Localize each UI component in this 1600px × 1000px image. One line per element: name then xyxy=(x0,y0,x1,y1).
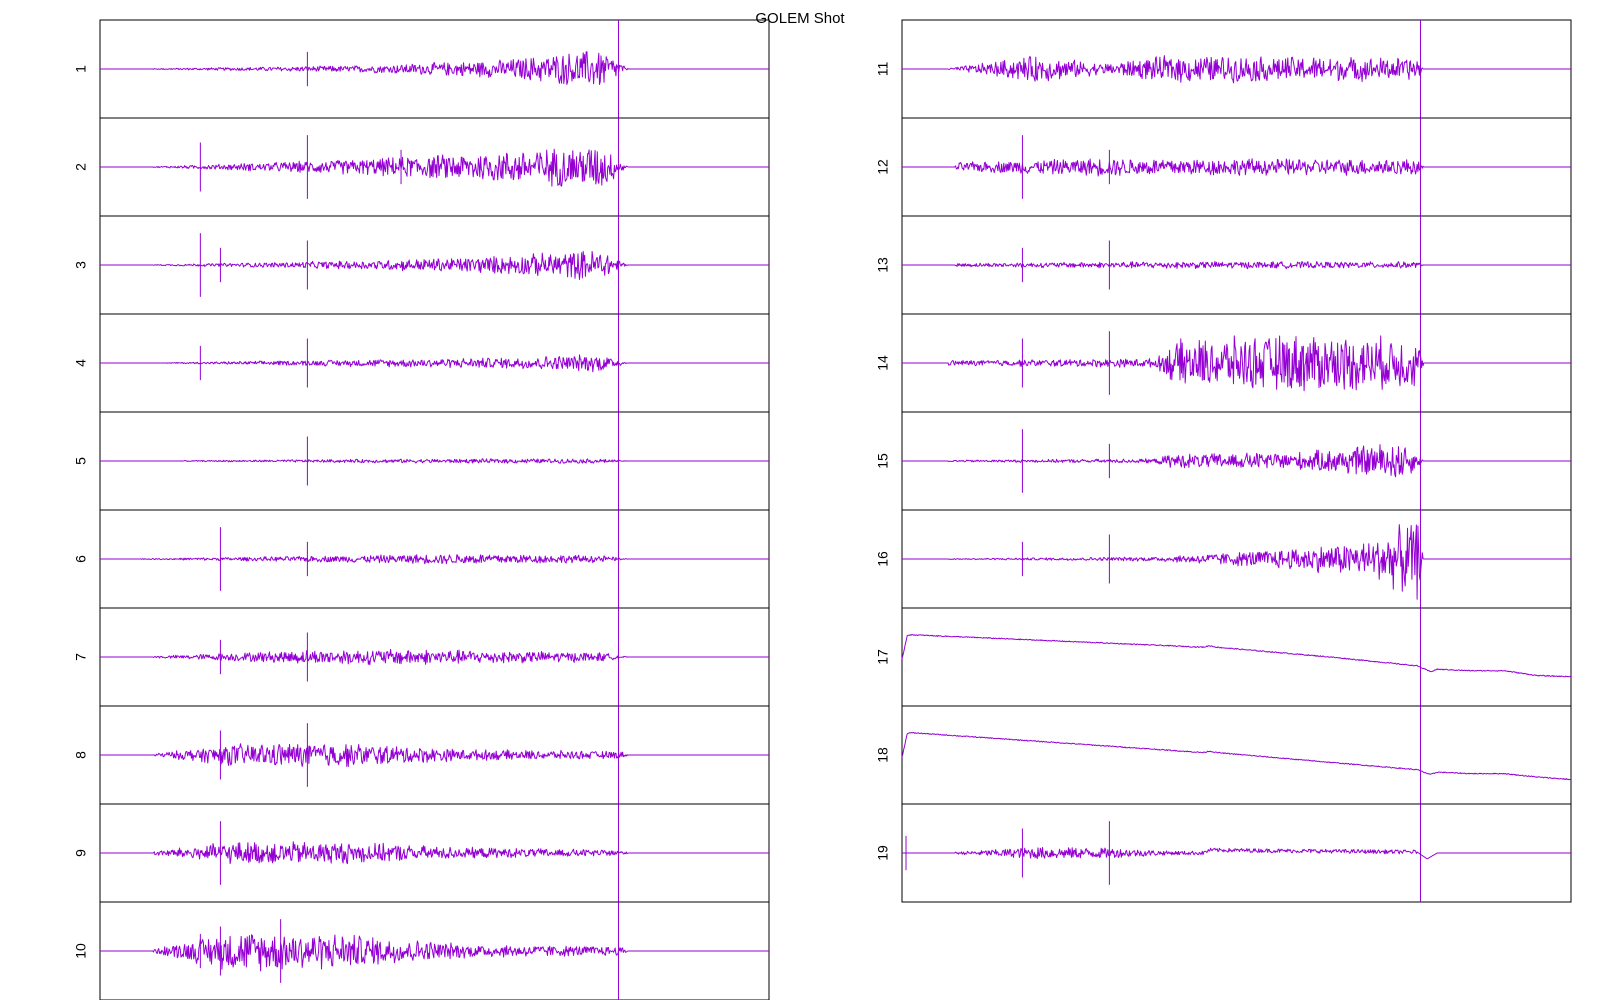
channel-label-9: 9 xyxy=(73,849,89,857)
channel-label-12: 12 xyxy=(875,159,891,175)
channel-label-15: 15 xyxy=(875,453,891,469)
trace-channel-19 xyxy=(902,847,1571,860)
channel-label-16: 16 xyxy=(875,551,891,567)
trace-channel-1 xyxy=(100,51,769,85)
channel-label-13: 13 xyxy=(875,257,891,273)
trace-channel-10 xyxy=(100,934,769,972)
trace-channel-3 xyxy=(100,250,769,280)
trace-channel-4 xyxy=(100,354,769,373)
trace-channel-18 xyxy=(901,732,1572,781)
panel-frame-18 xyxy=(901,705,1572,805)
trace-channel-6 xyxy=(100,554,769,565)
trace-channel-15 xyxy=(902,444,1571,478)
channel-label-1: 1 xyxy=(73,65,89,73)
channel-label-3: 3 xyxy=(73,261,89,269)
channel-label-7: 7 xyxy=(73,653,89,661)
trace-channel-7 xyxy=(100,648,769,666)
panel-frame-17 xyxy=(901,607,1572,707)
trace-channel-16 xyxy=(902,524,1571,600)
channel-label-6: 6 xyxy=(73,555,89,563)
channel-label-10: 10 xyxy=(73,943,89,959)
trace-channel-17 xyxy=(901,634,1571,678)
trace-channel-14 xyxy=(902,335,1571,392)
channel-label-11: 11 xyxy=(875,62,891,77)
channel-label-19: 19 xyxy=(875,845,891,861)
channel-label-4: 4 xyxy=(73,359,89,367)
trace-channel-5 xyxy=(100,458,769,464)
trace-channel-13 xyxy=(902,261,1571,270)
channel-label-5: 5 xyxy=(73,457,89,465)
chart-title: GOLEM Shot xyxy=(755,10,845,27)
trace-channel-11 xyxy=(902,55,1571,84)
channel-label-18: 18 xyxy=(875,747,891,763)
trace-channel-2 xyxy=(100,148,769,187)
trace-channel-9 xyxy=(100,841,769,865)
channel-label-17: 17 xyxy=(875,649,891,665)
trace-channel-8 xyxy=(100,743,769,767)
channel-label-14: 14 xyxy=(875,355,891,371)
channel-label-8: 8 xyxy=(73,751,89,759)
trace-channel-12 xyxy=(902,158,1571,177)
channel-label-2: 2 xyxy=(73,163,89,171)
